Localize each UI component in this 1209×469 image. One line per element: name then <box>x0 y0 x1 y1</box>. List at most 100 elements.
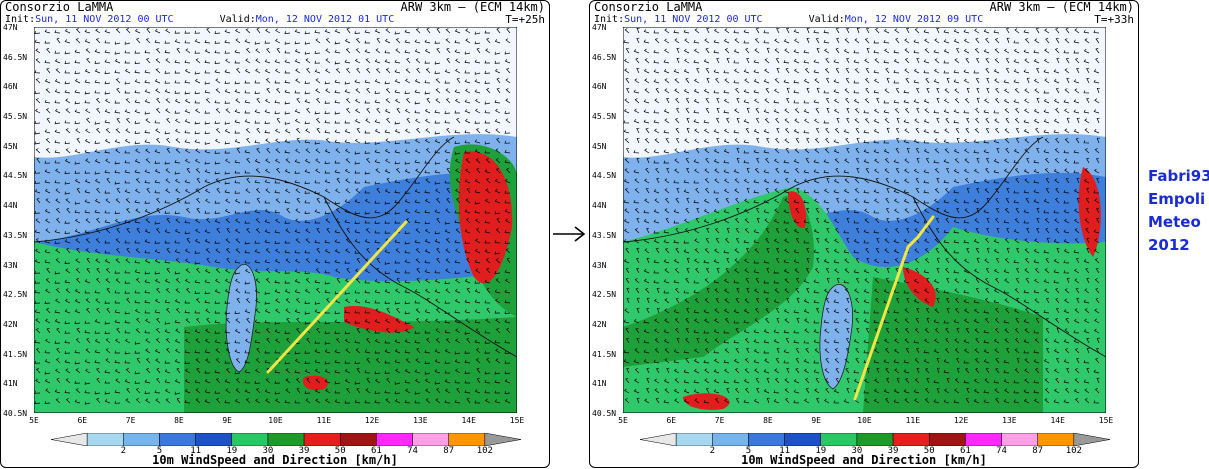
lat-tick-label: 42.5N <box>3 290 28 300</box>
lon-tick-label: 12E <box>364 416 380 425</box>
lon-tick-label: 13E <box>1002 416 1017 425</box>
lat-tick-label: 43N <box>3 260 18 270</box>
lon-tick-label: 11E <box>905 416 921 425</box>
colorbar-segment <box>159 433 196 446</box>
coastline <box>34 136 455 243</box>
wind-map-2 <box>623 27 1106 413</box>
colorbar-segment <box>267 433 305 446</box>
coastline <box>323 196 517 358</box>
panel-header-dates: Init:Sun, 11 NOV 2012 00 UTC Valid:Mon, … <box>594 13 1134 26</box>
lat-tick-label: 42N <box>592 319 607 329</box>
init-value: Sun, 11 NOV 2012 00 UTC <box>624 14 763 25</box>
lon-tick-label: 10E <box>857 416 872 425</box>
lat-tick-label: 43.5N <box>592 230 617 240</box>
highlight-line <box>853 215 935 401</box>
colorbar-segment <box>303 433 341 446</box>
wind-map-1 <box>34 27 517 413</box>
colorbar-segment <box>86 433 124 446</box>
colorbar-tick-label: 11 <box>190 446 202 456</box>
colorbar-segment <box>928 433 966 446</box>
colorbar-segment <box>1001 433 1038 446</box>
lat-tick-label: 40.5N <box>592 409 617 418</box>
colorbar-cap-left <box>51 433 88 446</box>
forecast-panel-2: Consorzio LaMMA ARW 3km – (ECM 14km) Ini… <box>589 0 1139 468</box>
lon-tick-label: 8E <box>174 416 184 425</box>
colorbar-tick-label: 74 <box>407 446 418 456</box>
model-label: ARW 3km – (ECM 14km) <box>989 0 1135 14</box>
lat-tick-label: 41N <box>3 379 18 389</box>
lat-tick-label: 42N <box>3 319 18 329</box>
highlight-line <box>266 220 408 374</box>
colorbar-tick-label: 87 <box>1032 446 1044 456</box>
lon-tick-label: 11E <box>316 416 332 425</box>
init-value: Sun, 11 NOV 2012 00 UTC <box>35 14 174 25</box>
colorbar-segment <box>712 433 749 446</box>
colorbar-cap-left <box>640 433 677 446</box>
lat-tick-label: 44.5N <box>592 171 617 181</box>
lon-tick-label: 12E <box>953 416 969 425</box>
valid-label: Valid: <box>219 14 256 25</box>
valid-label: Valid: <box>808 14 845 25</box>
transition-arrow-icon <box>553 226 586 242</box>
lat-tick-label: 46N <box>3 82 18 92</box>
colorbar-title-1: 10m WindSpeed and Direction [km/h] <box>152 453 398 467</box>
island-outline <box>819 284 853 390</box>
red-wind-core <box>683 393 730 410</box>
panel-header-top: Consorzio LaMMA ARW 3km – (ECM 14km) <box>594 1 1134 14</box>
colorbar-title-2: 10m WindSpeed and Direction [km/h] <box>741 453 987 467</box>
signature-line: 2012 <box>1148 236 1190 254</box>
model-label: ARW 3km – (ECM 14km) <box>400 0 546 14</box>
lat-tick-label: 45N <box>592 141 607 151</box>
alps-region <box>34 27 517 158</box>
colorbar-segment <box>892 433 930 446</box>
lat-tick-label: 46.5N <box>592 52 617 62</box>
colorbar-2 <box>640 433 1110 446</box>
colorbar-segment <box>231 433 269 446</box>
colorbar-segment <box>820 433 858 446</box>
lat-tick-label: 46N <box>592 82 607 92</box>
colorbar-segment <box>448 433 486 446</box>
lon-tick-label: 7E <box>125 416 136 425</box>
colorbar-tick-label: 61 <box>370 446 382 456</box>
valid-value: Mon, 12 NOV 2012 01 UTC <box>255 14 395 25</box>
colorbar-segment <box>339 433 377 446</box>
producer-label: Consorzio LaMMA <box>5 0 114 14</box>
lon-tick-label: 14E <box>461 416 476 425</box>
lead-time: T=+33h <box>1094 13 1134 26</box>
colorbar-segment <box>856 433 894 446</box>
signature-line: Meteo <box>1148 213 1201 231</box>
coastline <box>912 196 1106 358</box>
colorbar-tick-label: 50 <box>923 446 935 456</box>
lead-time: T=+25h <box>505 13 545 26</box>
strong-wind-region <box>623 195 814 367</box>
colorbar-tick-label: 102 <box>476 446 493 456</box>
lon-tick-label: 7E <box>714 416 725 425</box>
colorbar-tick-label: 39 <box>887 446 899 456</box>
colorbar-cap-right <box>1073 433 1110 446</box>
panel-header-top: Consorzio LaMMA ARW 3km – (ECM 14km) <box>5 1 545 14</box>
lon-tick-label: 5E <box>618 416 628 425</box>
colorbar-segment <box>965 433 1002 446</box>
lon-tick-label: 15E <box>509 416 525 425</box>
colorbar-tick-label: 30 <box>851 446 863 456</box>
colorbar-segment <box>1037 433 1075 446</box>
colorbar-tick-label: 50 <box>334 446 346 456</box>
lon-tick-label: 6E <box>77 416 88 425</box>
signature-line: Fabri93 <box>1148 167 1209 185</box>
red-wind-core <box>1078 167 1101 257</box>
init-label: Init: <box>594 14 625 25</box>
colorbar-1 <box>51 433 521 446</box>
lat-tick-label: 43.5N <box>3 230 28 240</box>
colorbar-tick-label: 2 <box>709 446 715 456</box>
lon-tick-label: 9E <box>811 416 821 425</box>
lat-tick-label: 41.5N <box>592 349 617 359</box>
red-wind-core <box>788 191 807 228</box>
panel-header-dates: Init:Sun, 11 NOV 2012 00 UTC Valid:Mon, … <box>5 13 545 26</box>
colorbar-segment <box>123 433 160 446</box>
colorbar-tick-label: 19 <box>815 446 827 456</box>
lat-tick-label: 45.5N <box>592 112 617 122</box>
colorbar-tick-label: 19 <box>226 446 238 456</box>
lat-tick-label: 41N <box>592 379 607 389</box>
colorbar-segment <box>376 433 413 446</box>
colorbar-segment <box>748 433 785 446</box>
